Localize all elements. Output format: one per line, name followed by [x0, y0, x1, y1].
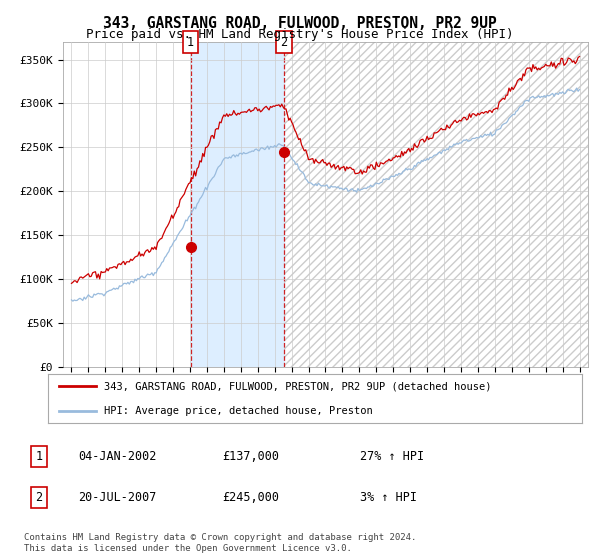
Text: £137,000: £137,000 — [222, 450, 279, 463]
Bar — [191, 42, 284, 367]
Text: Price paid vs. HM Land Registry's House Price Index (HPI): Price paid vs. HM Land Registry's House … — [86, 28, 514, 41]
Text: 2: 2 — [35, 491, 43, 504]
Text: 343, GARSTANG ROAD, FULWOOD, PRESTON, PR2 9UP: 343, GARSTANG ROAD, FULWOOD, PRESTON, PR… — [103, 16, 497, 31]
Text: 1: 1 — [187, 35, 194, 49]
Text: 20-JUL-2007: 20-JUL-2007 — [78, 491, 157, 504]
Text: 2: 2 — [280, 35, 287, 49]
Text: Contains HM Land Registry data © Crown copyright and database right 2024.
This d: Contains HM Land Registry data © Crown c… — [24, 533, 416, 553]
Text: 1: 1 — [35, 450, 43, 463]
Text: 343, GARSTANG ROAD, FULWOOD, PRESTON, PR2 9UP (detached house): 343, GARSTANG ROAD, FULWOOD, PRESTON, PR… — [104, 381, 491, 391]
Text: £245,000: £245,000 — [222, 491, 279, 504]
Text: 04-JAN-2002: 04-JAN-2002 — [78, 450, 157, 463]
Text: 27% ↑ HPI: 27% ↑ HPI — [360, 450, 424, 463]
Text: HPI: Average price, detached house, Preston: HPI: Average price, detached house, Pres… — [104, 405, 373, 416]
Text: 3% ↑ HPI: 3% ↑ HPI — [360, 491, 417, 504]
Bar — [284, 42, 588, 367]
